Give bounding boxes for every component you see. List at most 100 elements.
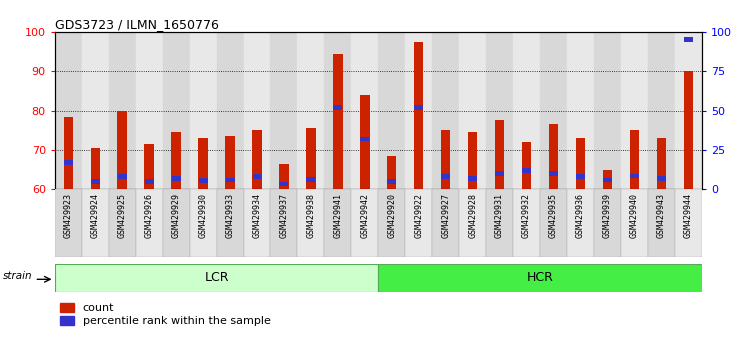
- Bar: [621, 189, 648, 257]
- Bar: [298, 32, 325, 189]
- Bar: [145, 179, 154, 184]
- Bar: [468, 176, 477, 181]
- Bar: [118, 175, 126, 179]
- Bar: [683, 38, 693, 42]
- Text: GSM429926: GSM429926: [145, 193, 154, 238]
- Bar: [414, 105, 423, 110]
- Bar: [522, 142, 531, 189]
- Bar: [576, 175, 585, 179]
- Bar: [198, 138, 208, 189]
- Bar: [243, 189, 270, 257]
- Bar: [279, 164, 289, 189]
- Bar: [657, 176, 666, 181]
- Text: GSM429938: GSM429938: [306, 193, 315, 238]
- Bar: [513, 32, 540, 189]
- Bar: [199, 178, 208, 183]
- Text: GSM429941: GSM429941: [333, 193, 342, 238]
- Text: GSM429923: GSM429923: [64, 193, 73, 238]
- Legend: count, percentile rank within the sample: count, percentile rank within the sample: [61, 303, 270, 326]
- Bar: [387, 156, 396, 189]
- Bar: [360, 95, 370, 189]
- Bar: [630, 173, 639, 178]
- Text: GSM429920: GSM429920: [387, 193, 396, 238]
- Bar: [495, 171, 504, 176]
- Bar: [226, 178, 235, 182]
- Text: GSM429944: GSM429944: [683, 193, 693, 238]
- Bar: [216, 32, 243, 189]
- Bar: [352, 32, 378, 189]
- Bar: [109, 32, 136, 189]
- Text: GSM429931: GSM429931: [495, 193, 504, 238]
- Text: GSM429943: GSM429943: [657, 193, 666, 238]
- Text: GSM429930: GSM429930: [199, 193, 208, 238]
- Text: LCR: LCR: [204, 272, 229, 284]
- Bar: [603, 178, 612, 182]
- Text: GSM429936: GSM429936: [576, 193, 585, 238]
- Bar: [82, 32, 109, 189]
- Bar: [656, 138, 666, 189]
- Bar: [602, 170, 612, 189]
- Text: HCR: HCR: [526, 272, 553, 284]
- Text: GSM429934: GSM429934: [252, 193, 262, 238]
- Bar: [109, 189, 136, 257]
- Bar: [55, 189, 82, 257]
- Bar: [172, 176, 181, 181]
- Bar: [405, 32, 432, 189]
- Text: GSM429924: GSM429924: [91, 193, 99, 238]
- Bar: [567, 32, 594, 189]
- Bar: [576, 138, 586, 189]
- Bar: [325, 32, 352, 189]
- Bar: [306, 177, 315, 182]
- Bar: [82, 189, 109, 257]
- Bar: [441, 130, 450, 189]
- Text: GSM429942: GSM429942: [360, 193, 369, 238]
- Text: GSM429937: GSM429937: [279, 193, 289, 238]
- Bar: [648, 189, 675, 257]
- Text: GSM429933: GSM429933: [226, 193, 235, 238]
- Text: GSM429929: GSM429929: [172, 193, 181, 238]
- Bar: [243, 32, 270, 189]
- Bar: [298, 189, 325, 257]
- Bar: [136, 189, 162, 257]
- Bar: [118, 110, 127, 189]
- Bar: [414, 42, 423, 189]
- Bar: [432, 189, 459, 257]
- Bar: [683, 71, 693, 189]
- Bar: [279, 182, 289, 186]
- Bar: [325, 189, 352, 257]
- Bar: [162, 32, 189, 189]
- Bar: [540, 189, 567, 257]
- Bar: [252, 130, 262, 189]
- Bar: [629, 130, 639, 189]
- Bar: [405, 189, 432, 257]
- Bar: [486, 32, 513, 189]
- Bar: [648, 32, 675, 189]
- Bar: [442, 175, 450, 179]
- Bar: [459, 32, 486, 189]
- Bar: [378, 32, 405, 189]
- Bar: [594, 32, 621, 189]
- Bar: [468, 132, 477, 189]
- Bar: [594, 189, 621, 257]
- Bar: [91, 148, 100, 189]
- Bar: [145, 144, 154, 189]
- Bar: [270, 189, 298, 257]
- Bar: [387, 179, 396, 184]
- Bar: [333, 105, 342, 110]
- Bar: [64, 116, 73, 189]
- Bar: [252, 175, 262, 179]
- Bar: [567, 189, 594, 257]
- Text: GSM429939: GSM429939: [603, 193, 612, 238]
- Bar: [522, 168, 531, 173]
- Bar: [459, 189, 486, 257]
- Text: GSM429932: GSM429932: [522, 193, 531, 238]
- Bar: [549, 124, 558, 189]
- Bar: [64, 160, 73, 165]
- Bar: [55, 264, 379, 292]
- Bar: [495, 120, 504, 189]
- Bar: [352, 189, 379, 257]
- Bar: [513, 189, 540, 257]
- Bar: [162, 189, 189, 257]
- Bar: [333, 53, 343, 189]
- Bar: [270, 32, 298, 189]
